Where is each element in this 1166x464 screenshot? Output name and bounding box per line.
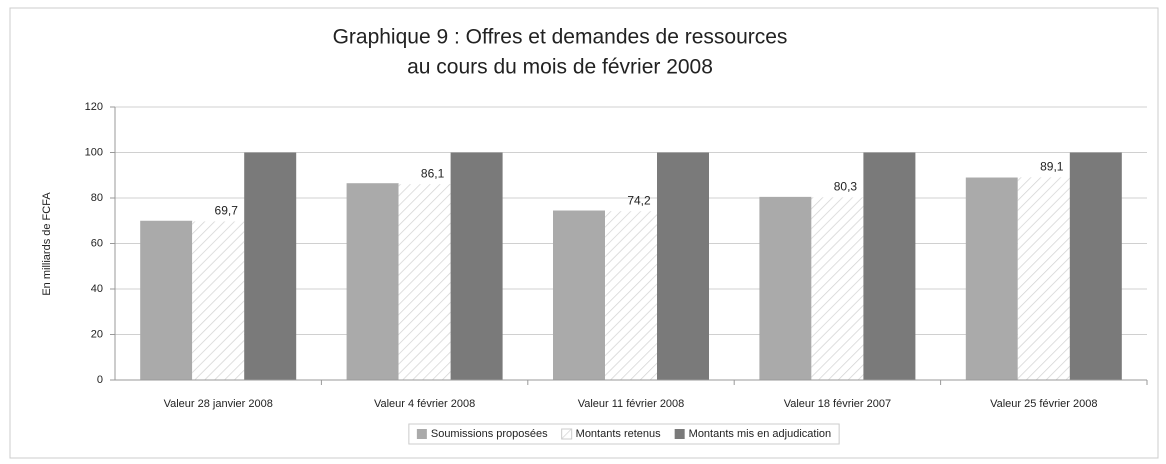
data-label: 86,1 <box>421 166 445 180</box>
x-tick-label: Valeur 4 février 2008 <box>374 398 475 410</box>
legend-box <box>408 423 840 445</box>
bar <box>450 152 503 380</box>
y-tick-label: 20 <box>91 328 103 340</box>
bar <box>192 221 245 380</box>
bar <box>553 210 605 380</box>
y-tick-label: 40 <box>91 283 103 295</box>
data-label: 74,2 <box>627 193 651 207</box>
legend-label: Soumissions proposées <box>431 428 548 440</box>
legend-swatch <box>561 428 573 440</box>
x-tick-label: Valeur 28 janvier 2008 <box>164 398 273 410</box>
y-tick-label: 80 <box>91 192 103 204</box>
data-label: 69,7 <box>215 204 239 218</box>
y-axis-label: En milliards de FCFA <box>41 192 53 296</box>
bar <box>140 220 193 380</box>
chart-title: Graphique 9 : Offres et demandes de ress… <box>333 26 788 49</box>
bar <box>346 183 399 380</box>
x-tick-label: Valeur 25 février 2008 <box>990 398 1097 410</box>
chart-title: au cours du mois de février 2008 <box>407 56 713 79</box>
bar <box>605 211 657 380</box>
bar <box>1017 177 1070 380</box>
y-tick-label: 60 <box>91 237 103 249</box>
bar <box>965 177 1018 380</box>
legend-swatch <box>416 429 427 439</box>
legend-label: Montants mis en adjudication <box>689 428 831 440</box>
bar <box>398 184 451 380</box>
legend-swatch <box>674 429 685 439</box>
bar <box>811 197 864 380</box>
bar <box>657 152 709 380</box>
data-label: 89,1 <box>1040 159 1064 173</box>
x-tick-label: Valeur 11 février 2008 <box>578 398 685 410</box>
y-tick-label: 120 <box>85 101 103 113</box>
bar <box>1069 152 1122 380</box>
bar <box>863 152 916 380</box>
data-label: 80,3 <box>834 179 858 193</box>
bar <box>244 152 297 380</box>
legend-label: Montants retenus <box>576 428 661 440</box>
y-tick-label: 0 <box>97 374 103 386</box>
bar <box>759 196 812 380</box>
y-tick-label: 100 <box>85 146 103 158</box>
x-tick-label: Valeur 18 février 2007 <box>784 398 891 410</box>
